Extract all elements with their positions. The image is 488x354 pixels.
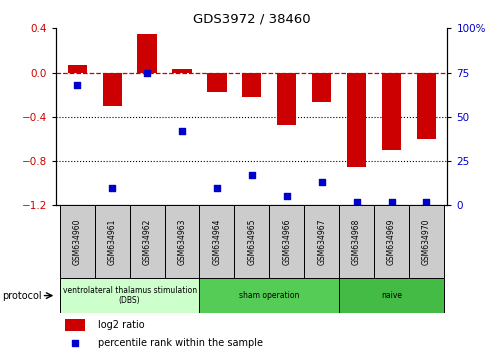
Bar bbox=[164, 205, 199, 278]
Point bbox=[143, 70, 151, 75]
Bar bbox=[199, 278, 339, 313]
Bar bbox=[373, 205, 408, 278]
Point bbox=[213, 185, 221, 190]
Text: GSM634965: GSM634965 bbox=[247, 218, 256, 265]
Bar bbox=[137, 34, 156, 73]
Text: GSM634968: GSM634968 bbox=[351, 218, 360, 265]
Bar bbox=[346, 73, 366, 167]
Text: GSM634962: GSM634962 bbox=[142, 218, 151, 265]
Text: sham operation: sham operation bbox=[239, 291, 299, 300]
Bar bbox=[234, 205, 269, 278]
Text: percentile rank within the sample: percentile rank within the sample bbox=[98, 338, 262, 348]
Point bbox=[108, 185, 116, 190]
Bar bbox=[416, 73, 435, 139]
Point bbox=[73, 82, 81, 88]
Point bbox=[317, 179, 325, 185]
Bar bbox=[381, 73, 400, 150]
Text: naive: naive bbox=[380, 291, 401, 300]
Text: GSM634966: GSM634966 bbox=[282, 218, 291, 265]
Bar bbox=[339, 205, 373, 278]
Text: GSM634969: GSM634969 bbox=[386, 218, 395, 265]
Point bbox=[178, 128, 185, 134]
Bar bbox=[277, 73, 296, 125]
Text: protocol: protocol bbox=[2, 291, 42, 301]
Bar bbox=[67, 65, 87, 73]
Point bbox=[282, 194, 290, 199]
Bar bbox=[172, 69, 191, 73]
Text: ventrolateral thalamus stimulation
(DBS): ventrolateral thalamus stimulation (DBS) bbox=[62, 286, 196, 305]
Bar bbox=[60, 278, 199, 313]
Point bbox=[247, 172, 255, 178]
Bar bbox=[64, 319, 85, 331]
Bar bbox=[60, 205, 95, 278]
Point bbox=[71, 340, 79, 346]
Point bbox=[352, 199, 360, 205]
Bar bbox=[95, 205, 129, 278]
Bar bbox=[207, 73, 226, 92]
Bar bbox=[339, 278, 443, 313]
Text: GSM634960: GSM634960 bbox=[73, 218, 81, 265]
Text: GSM634963: GSM634963 bbox=[177, 218, 186, 265]
Text: GSM634970: GSM634970 bbox=[421, 218, 430, 265]
Point bbox=[422, 199, 429, 205]
Bar bbox=[269, 205, 304, 278]
Bar bbox=[129, 205, 164, 278]
Bar bbox=[199, 205, 234, 278]
Title: GDS3972 / 38460: GDS3972 / 38460 bbox=[193, 13, 310, 26]
Bar bbox=[102, 73, 122, 106]
Point bbox=[387, 199, 395, 205]
Bar bbox=[408, 205, 443, 278]
Text: GSM634964: GSM634964 bbox=[212, 218, 221, 265]
Bar bbox=[242, 73, 261, 97]
Text: GSM634961: GSM634961 bbox=[107, 218, 116, 265]
Text: log2 ratio: log2 ratio bbox=[98, 320, 144, 330]
Bar bbox=[304, 205, 339, 278]
Text: GSM634967: GSM634967 bbox=[317, 218, 325, 265]
Bar bbox=[311, 73, 330, 102]
